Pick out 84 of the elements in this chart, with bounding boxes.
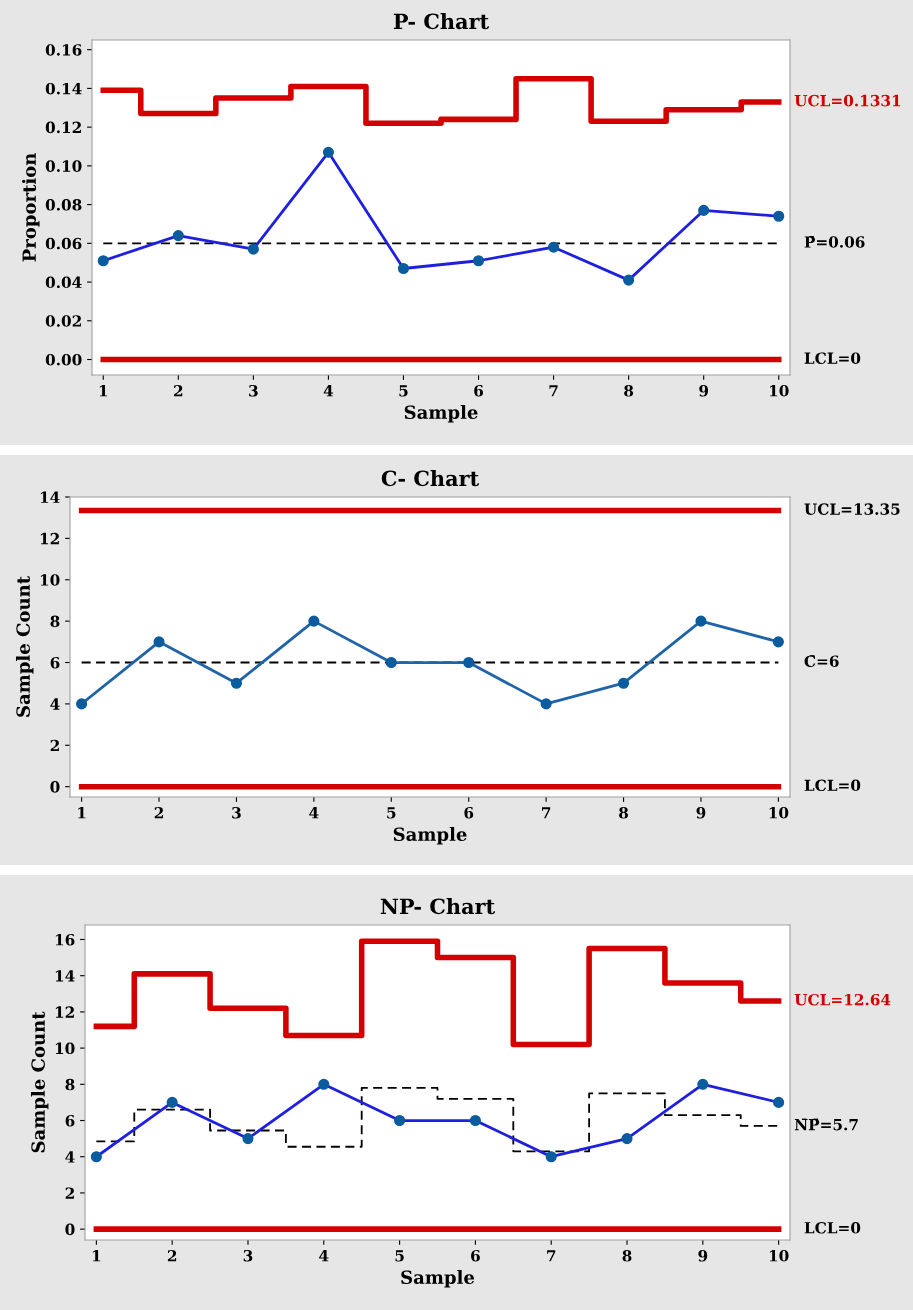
y-tick-label: 0.00 [45,353,82,366]
x-tick-label: 9 [698,1249,708,1262]
x-tick-label: 3 [243,1249,253,1262]
chart-title: NP- Chart [380,898,496,915]
y-tick-label: 6 [50,656,60,669]
point [76,698,88,710]
ref-line-label: LCL=0 [804,352,861,364]
y-tick-label: 6 [65,1114,75,1127]
x-tick-label: 7 [542,807,551,819]
y-tick-label: 10 [40,574,60,586]
x-tick-label: 3 [232,806,241,819]
y-tick-label: 14 [55,970,75,982]
ref-line-label: LCL=0 [804,1222,861,1234]
chart-title: P- Chart [393,13,490,30]
x-tick-label: 9 [696,806,706,819]
ref-line-label: UCL=13.35 [804,503,900,515]
y-axis-title: Sample Count [30,1011,49,1153]
x-tick-label: 10 [769,806,789,819]
series-label: UCL=0.1331 [794,94,901,107]
y-tick-label: 0.04 [45,276,82,289]
y-tick-label: 4 [65,1151,75,1163]
x-tick-label: 2 [154,806,163,819]
x-tick-label: 1 [99,384,108,397]
x-tick-label: 2 [174,384,183,397]
y-tick-label: 2 [65,1187,74,1199]
chart-title: C- Chart [381,470,480,487]
point [463,656,475,669]
y-axis-title: Proportion [22,153,40,262]
y-tick-label: 14 [40,491,60,503]
x-tick-label: 4 [309,806,319,819]
y-tick-label: 12 [55,1006,74,1018]
y-tick-label: 0.08 [45,199,82,211]
y-axis-title: Sample Count [15,576,34,717]
point [540,698,552,710]
y-tick-label: 10 [55,1042,75,1055]
x-tick-label: 6 [464,806,474,819]
x-tick-label: 6 [471,1249,480,1262]
y-tick-label: 0.10 [45,160,82,172]
x-tick-label: 8 [619,806,629,819]
y-tick-label: 2 [50,739,59,752]
ref-line-label: P̄=0.06 [804,235,865,248]
y-tick-label: 0.12 [45,121,81,134]
x-tick-label: 1 [78,806,86,819]
series-label: N̄P̄=5.7 [794,1118,858,1131]
x-tick-label: 4 [319,1249,329,1262]
y-tick-label: 4 [50,698,60,710]
x-tick-label: 5 [387,807,396,819]
x-tick-label: 1 [92,1249,101,1262]
x-axis-title: Sample [393,827,467,845]
y-tick-label: 0.06 [45,237,82,250]
y-tick-label: 0 [50,781,60,793]
y-tick-label: 0.02 [45,315,81,327]
y-tick-label: 0.14 [45,82,82,95]
series-label: UCL=12.64 [794,993,891,1006]
x-tick-label: 10 [769,1249,789,1262]
x-tick-label: 9 [699,384,709,397]
x-tick-label: 2 [167,1249,177,1262]
y-tick-label: 8 [65,1078,75,1091]
x-tick-label: 3 [249,384,258,397]
x-axis-title: Sample [404,405,478,423]
y-tick-label: 12 [40,532,59,545]
point [385,656,397,669]
point [308,615,320,627]
point [230,677,243,689]
x-tick-label: 4 [323,384,334,397]
x-tick-label: 8 [622,1249,632,1262]
x-tick-label: 5 [395,1250,404,1262]
point [617,677,630,689]
x-tick-label: 10 [769,384,789,397]
x-tick-label: 7 [547,1250,556,1262]
y-tick-label: 0.16 [45,44,82,56]
x-axis-title: Sample [401,1270,475,1288]
point [772,636,784,648]
point [695,615,707,627]
y-tick-label: 16 [55,933,75,946]
x-tick-label: 6 [474,384,484,397]
x-tick-label: 7 [549,385,558,397]
x-tick-label: 5 [399,385,408,397]
ref-line-label: LCL=0 [804,779,861,792]
ref-line-label: C̄=6 [804,655,839,667]
x-tick-label: 8 [624,384,634,397]
y-tick-label: 0 [65,1223,75,1236]
y-tick-label: 8 [50,615,60,628]
point [153,636,165,648]
